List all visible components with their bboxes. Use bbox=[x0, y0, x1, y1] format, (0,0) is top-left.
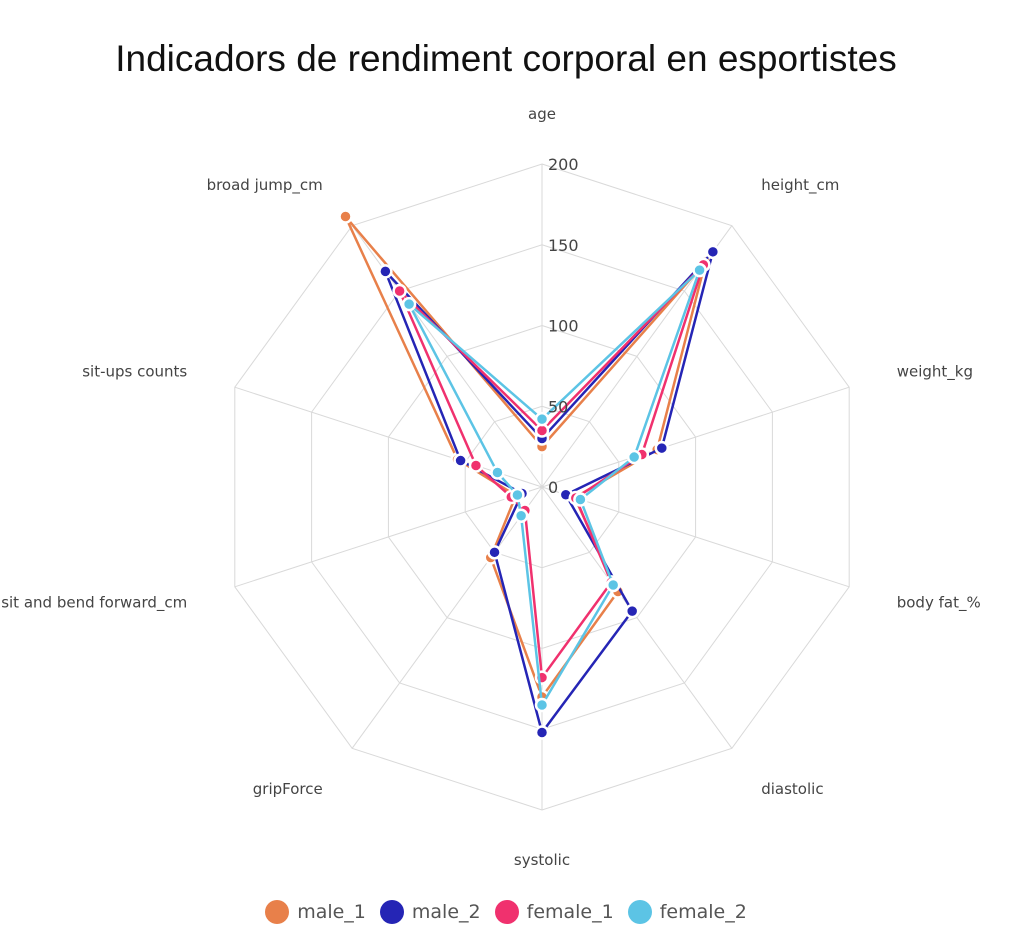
data-point[interactable] bbox=[654, 440, 670, 456]
data-point[interactable] bbox=[534, 725, 550, 740]
axis-label: systolic bbox=[514, 851, 570, 869]
data-point[interactable] bbox=[624, 603, 640, 619]
series-female_1 bbox=[392, 257, 711, 685]
legend-label: female_2 bbox=[659, 901, 747, 923]
axis-label: age bbox=[528, 105, 556, 123]
data-point[interactable] bbox=[626, 449, 642, 465]
data-point[interactable] bbox=[468, 458, 484, 473]
data-point[interactable] bbox=[534, 697, 550, 713]
data-point[interactable] bbox=[705, 244, 721, 260]
data-point[interactable] bbox=[401, 296, 417, 312]
axis-spoke bbox=[234, 486, 543, 588]
legend-swatch bbox=[379, 900, 404, 924]
axis-spoke bbox=[351, 225, 543, 488]
axis-spoke bbox=[351, 486, 543, 749]
data-point[interactable] bbox=[392, 283, 407, 299]
data-point[interactable] bbox=[378, 264, 393, 279]
radial-tick-label: 50 bbox=[548, 397, 568, 416]
data-point[interactable] bbox=[573, 492, 588, 507]
data-point[interactable] bbox=[513, 508, 529, 523]
legend-label: male_2 bbox=[411, 901, 481, 923]
radial-tick-label: 0 bbox=[548, 478, 558, 497]
axis-label: weight_kg bbox=[897, 363, 973, 382]
data-point[interactable] bbox=[490, 465, 505, 480]
data-point[interactable] bbox=[605, 577, 621, 593]
legend-swatch bbox=[265, 900, 290, 924]
data-point[interactable] bbox=[692, 262, 707, 278]
axis-label: broad jump_cm bbox=[207, 176, 323, 195]
axis-label: body fat_% bbox=[897, 593, 981, 612]
radial-tick-label: 150 bbox=[548, 236, 579, 255]
legend-label: male_1 bbox=[297, 901, 366, 923]
axis-label: height_cm bbox=[761, 176, 839, 195]
legend-swatch bbox=[494, 900, 519, 924]
data-point[interactable] bbox=[510, 487, 525, 503]
axis-spoke bbox=[541, 486, 733, 749]
radial-tick-label: 200 bbox=[548, 155, 579, 174]
legend-label: female_1 bbox=[526, 901, 614, 923]
axis-spoke bbox=[541, 386, 850, 488]
data-point[interactable] bbox=[487, 545, 502, 560]
axis-label: gripForce bbox=[253, 780, 323, 798]
legend-item-female_1[interactable]: female_1 bbox=[494, 900, 614, 924]
radar-grid bbox=[234, 163, 850, 811]
series-layer bbox=[338, 209, 721, 740]
legend-item-male_2[interactable]: male_2 bbox=[379, 900, 481, 924]
radial-tick-labels: 0 50 100 150 200 bbox=[548, 155, 579, 497]
legend-item-male_1[interactable]: male_1 bbox=[265, 900, 366, 924]
axis-label: diastolic bbox=[761, 780, 823, 798]
axis-spoke bbox=[541, 486, 850, 588]
data-point[interactable] bbox=[534, 411, 550, 427]
chart-title: Indicadors de rendiment corporal en espo… bbox=[115, 38, 897, 79]
radial-tick-label: 100 bbox=[548, 317, 579, 336]
series-female_2 bbox=[401, 262, 707, 713]
legend: male_1 male_2 female_1 female_2 bbox=[0, 900, 1012, 924]
axis-label: sit and bend forward_cm bbox=[1, 593, 187, 612]
axis-label: sit-ups counts bbox=[82, 363, 187, 381]
legend-item-female_2[interactable]: female_2 bbox=[627, 900, 747, 924]
legend-swatch bbox=[627, 900, 652, 924]
data-point[interactable] bbox=[338, 209, 353, 224]
data-point[interactable] bbox=[453, 453, 468, 468]
